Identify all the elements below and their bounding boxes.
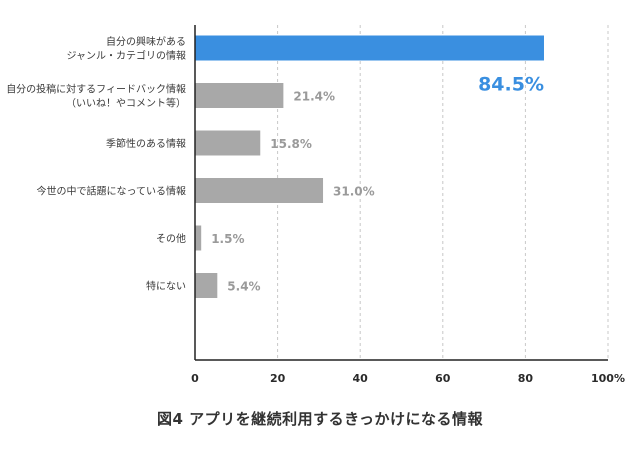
- bar: [195, 225, 202, 251]
- x-tick-label: 60: [435, 372, 451, 385]
- x-tick-label: 40: [353, 372, 369, 385]
- x-tick-label: 20: [270, 372, 286, 385]
- value-label: 15.8%: [270, 137, 312, 151]
- bar: [195, 273, 218, 298]
- value-label: 5.4%: [227, 280, 260, 294]
- value-label: 1.5%: [211, 232, 244, 246]
- x-tick-label: 80: [518, 372, 534, 385]
- x-tick-label: 0: [191, 372, 199, 385]
- highlight-value-label: 84.5%: [478, 74, 544, 96]
- category-label: 季節性のある情報: [106, 137, 186, 150]
- value-label: 21.4%: [293, 90, 335, 104]
- chart-caption: 図4 アプリを継続利用するきっかけになる情報: [156, 410, 484, 428]
- category-label: 特にない: [146, 281, 186, 293]
- bar-chart: 自分の興味があるジャンル・カテゴリの情報自分の投稿に対するフィードバック情報（い…: [6, 25, 625, 385]
- category-label: その他: [156, 232, 186, 245]
- category-label: 自分の投稿に対するフィードバック情報: [6, 83, 186, 96]
- bar: [195, 130, 261, 156]
- x-tick-label: 100%: [591, 372, 625, 385]
- bar: [195, 35, 544, 61]
- category-label: （いいね！やコメント等）: [66, 97, 186, 110]
- category-label: ジャンル・カテゴリの情報: [67, 49, 187, 62]
- value-label: 31.0%: [333, 185, 375, 199]
- bar: [195, 178, 324, 203]
- category-label: 今世の中で話題になっている情報: [37, 185, 187, 198]
- category-label: 自分の興味がある: [106, 35, 186, 48]
- bar: [195, 83, 284, 108]
